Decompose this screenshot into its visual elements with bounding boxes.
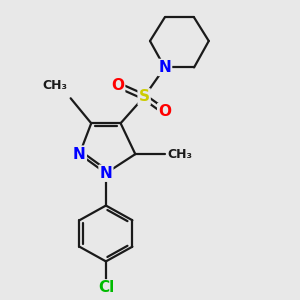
Text: O: O (158, 104, 171, 119)
Text: CH₃: CH₃ (43, 80, 68, 92)
Text: N: N (100, 166, 112, 181)
Text: O: O (111, 78, 124, 93)
Text: N: N (158, 60, 171, 75)
Text: N: N (73, 147, 86, 162)
Text: Cl: Cl (98, 280, 114, 295)
Text: CH₃: CH₃ (168, 148, 193, 160)
Text: S: S (139, 89, 150, 104)
